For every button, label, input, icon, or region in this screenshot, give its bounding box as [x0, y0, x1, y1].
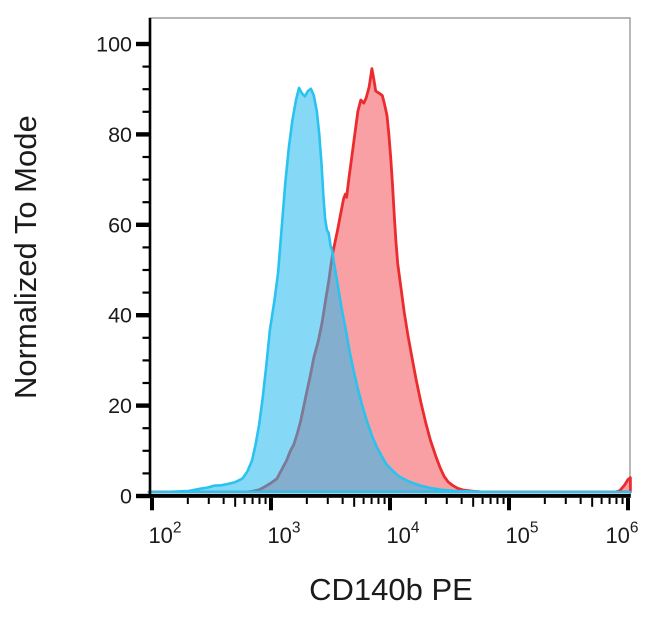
y-minor-tick	[142, 178, 150, 181]
x-minor-tick	[445, 497, 448, 504]
y-minor-tick	[142, 155, 150, 159]
x-minor-tick	[579, 497, 582, 504]
y-minor-tick	[142, 359, 150, 362]
x-minor-tick	[608, 497, 611, 504]
x-minor-tick	[264, 497, 267, 504]
x-minor-tick	[251, 497, 254, 504]
y-tick-label: 60	[108, 213, 132, 237]
y-minor-tick	[142, 110, 150, 113]
x-minor-tick	[341, 497, 344, 504]
y-major-tick	[136, 313, 150, 318]
x-minor-tick	[243, 497, 246, 504]
y-minor-tick	[142, 449, 150, 452]
x-minor-tick	[472, 497, 475, 507]
x-minor-tick	[502, 497, 505, 504]
x-minor-tick	[615, 497, 618, 504]
y-minor-tick	[142, 201, 150, 204]
x-axis-title: CD140b PE	[309, 572, 473, 607]
x-tick-label: 103	[267, 520, 300, 549]
x-major-tick	[150, 497, 154, 511]
y-major-tick	[136, 41, 150, 47]
y-minor-tick	[142, 336, 150, 339]
y-major-tick	[136, 222, 150, 227]
x-minor-tick	[305, 497, 308, 504]
x-minor-tick	[383, 497, 386, 504]
red-histogram-area	[147, 67, 632, 494]
x-minor-tick	[362, 497, 365, 504]
x-minor-tick	[424, 497, 427, 504]
x-minor-tick	[222, 497, 225, 504]
y-major-tick	[136, 132, 150, 137]
cyan-histogram-area	[147, 86, 632, 494]
x-minor-tick	[353, 497, 356, 507]
y-minor-tick	[142, 291, 150, 294]
x-minor-tick	[496, 497, 499, 504]
plot-left-spine	[148, 18, 152, 498]
x-major-tick	[507, 497, 511, 511]
y-minor-tick	[142, 65, 150, 68]
y-major-tick	[136, 403, 150, 408]
plot-bottom-spine	[148, 494, 631, 498]
y-minor-tick	[142, 88, 150, 91]
y-minor-tick	[142, 427, 150, 430]
x-tick-label: 105	[505, 520, 538, 549]
y-minor-tick	[142, 381, 150, 385]
x-minor-tick	[326, 497, 329, 504]
x-minor-tick	[481, 497, 484, 504]
x-minor-tick	[234, 497, 237, 507]
y-axis-title: Normalized To Mode	[8, 115, 43, 399]
x-minor-tick	[543, 497, 546, 504]
x-major-tick	[388, 497, 392, 511]
x-minor-tick	[186, 497, 189, 504]
x-minor-tick	[600, 497, 603, 504]
x-minor-tick	[591, 497, 594, 507]
x-major-tick	[626, 497, 630, 511]
x-tick-label: 106	[605, 520, 638, 549]
y-tick-label: 0	[120, 485, 132, 509]
y-tick-label: 100	[96, 33, 132, 57]
y-tick-label: 80	[108, 123, 132, 147]
x-minor-tick	[258, 497, 261, 504]
x-minor-tick	[207, 497, 210, 504]
y-minor-tick	[142, 246, 150, 249]
x-major-tick	[269, 497, 273, 511]
x-minor-tick	[621, 497, 624, 504]
y-tick-label: 20	[108, 394, 132, 418]
x-minor-tick	[377, 497, 380, 504]
y-major-tick	[136, 493, 150, 499]
x-minor-tick	[489, 497, 492, 504]
y-minor-tick	[142, 472, 150, 475]
y-tick-label: 40	[108, 304, 132, 328]
x-minor-tick	[564, 497, 567, 504]
x-tick-label: 104	[386, 520, 419, 549]
x-tick-label: 102	[148, 520, 181, 549]
y-minor-tick	[142, 268, 150, 272]
x-minor-tick	[370, 497, 373, 504]
x-minor-tick	[460, 497, 463, 504]
